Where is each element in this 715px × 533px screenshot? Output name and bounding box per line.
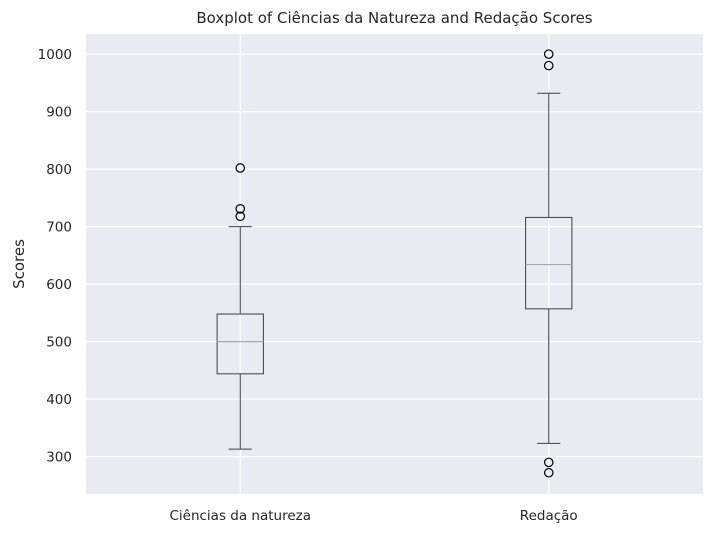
outlier-point — [543, 60, 554, 71]
outlier-point — [543, 457, 554, 468]
box-iqr — [525, 216, 573, 310]
y-tick-label: 700 — [46, 220, 72, 236]
outlier-point — [235, 163, 246, 173]
outlier-point — [235, 204, 246, 214]
x-tick-labels: Ciências da natureza Redação — [169, 508, 577, 524]
y-tick-label: 300 — [46, 450, 72, 466]
y-tick-label: 800 — [46, 162, 72, 178]
plot-area — [86, 34, 703, 494]
y-tick-label: 1000 — [38, 47, 72, 63]
x-tick-label: Redação — [520, 508, 578, 524]
y-tick-label: 400 — [46, 392, 72, 408]
x-tick-label: Ciências da natureza — [169, 508, 311, 524]
y-tick-labels: 300 400 500 600 700 800 900 1000 — [38, 47, 72, 466]
y-tick-label: 600 — [46, 277, 72, 293]
y-tick-label: 900 — [46, 105, 72, 121]
boxes — [216, 49, 573, 478]
outlier-point — [235, 211, 246, 222]
box-iqr — [216, 313, 264, 375]
y-axis-label: Scores — [10, 239, 28, 289]
chart-title: Boxplot of Ciências da Natureza and Reda… — [196, 9, 592, 27]
outlier-point — [543, 49, 554, 59]
outlier-point — [543, 467, 554, 478]
y-tick-label: 500 — [46, 335, 72, 351]
